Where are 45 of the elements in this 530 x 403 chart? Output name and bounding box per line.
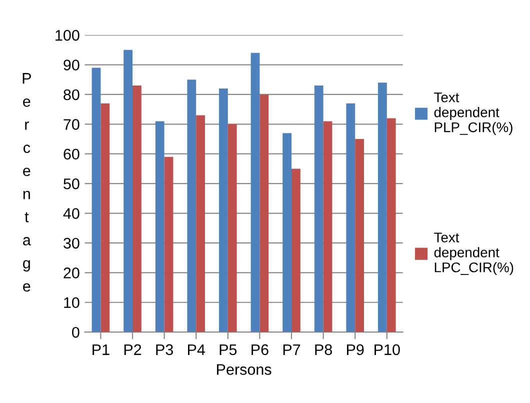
y-tick-label: 40 (63, 208, 80, 219)
y-tick-label: 90 (64, 60, 80, 70)
x-tick-label: P4 (188, 344, 205, 355)
bar (314, 86, 324, 332)
bar (100, 103, 110, 332)
x-tick-label: P6 (252, 344, 268, 356)
bar (355, 139, 364, 332)
bar (282, 133, 292, 332)
y-tick-label: 50 (64, 178, 80, 190)
x-tick-label: P1 (92, 344, 110, 355)
bar (378, 82, 387, 332)
bar (196, 115, 206, 332)
bar (386, 118, 396, 332)
x-tick-label: P8 (315, 344, 332, 356)
y-tick-label: 20 (64, 268, 80, 278)
y-tick-label: 10 (64, 297, 80, 308)
bar (250, 52, 260, 332)
y-tick-label: 30 (64, 238, 80, 249)
y-tick-label: 100 (56, 30, 80, 41)
bar (155, 121, 164, 332)
legend-label: Text dependent LPC_CIR(%) (434, 232, 514, 276)
bar (228, 124, 237, 332)
x-tick-label: P10 (374, 344, 400, 356)
bar (132, 86, 142, 332)
text: Percentage (22, 73, 31, 292)
y-tick-label: 70 (64, 119, 80, 130)
bar (92, 68, 101, 332)
bar (346, 103, 356, 332)
bar (292, 168, 300, 332)
bar (323, 121, 332, 332)
bar (260, 94, 269, 332)
legend-label: Text dependent PLP_CIR(%) (434, 92, 512, 135)
x-tick-label: P7 (283, 344, 300, 355)
x-tick-label: P9 (347, 344, 364, 356)
x-tick-label: P2 (124, 344, 142, 355)
x-axis-title: Persons (217, 364, 272, 375)
x-tick-label: P3 (156, 344, 173, 356)
bar (187, 80, 196, 332)
bar (218, 88, 228, 332)
y-tick-label: 60 (64, 148, 80, 160)
bar (164, 156, 174, 332)
y-tick-label: 0 (72, 326, 80, 338)
x-tick-label: P5 (220, 344, 237, 356)
y-tick-label: 80 (64, 89, 80, 100)
bar (124, 50, 132, 332)
